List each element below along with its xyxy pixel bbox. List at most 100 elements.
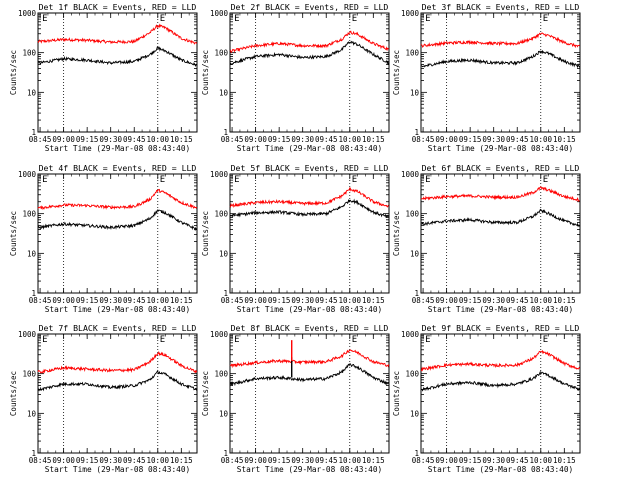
x-tick-label: 10:15 [362, 135, 385, 144]
series-line-events [229, 363, 390, 387]
y-tick-label: 1000 [18, 330, 37, 339]
x-tick-label: 09:45 [315, 456, 338, 465]
y-tick-label: 100 [405, 49, 419, 58]
x-tick-label: 10:00 [529, 135, 552, 144]
chart-panel-7: Det 7f BLACK = Events, RED = LLD 1 10 100 10… [9, 323, 198, 474]
y-tick-label: 100 [214, 49, 228, 58]
y-tick-label: 100 [405, 210, 419, 219]
plot-frame [37, 12, 198, 133]
panel-title: Det 7f BLACK = Events, RED = LLD [39, 323, 197, 333]
x-tick-label: 09:30 [482, 456, 505, 465]
x-tick-label: 10:15 [553, 135, 576, 144]
x-tick-label: 09:00 [244, 456, 267, 465]
x-tick-label: 10:00 [338, 296, 361, 305]
plot-frame [229, 173, 390, 294]
chart-panel-1: Det 1f BLACK = Events, RED = LLD 1 10 100 10… [9, 2, 198, 153]
x-tick-label: 09:15 [76, 296, 99, 305]
y-tick-label: 1000 [18, 170, 37, 179]
chart-panel-2: Det 2f BLACK = Events, RED = LLD 1 10 100 10… [201, 2, 390, 153]
series-line-lld [229, 349, 390, 369]
x-tick-label: 09:00 [435, 456, 458, 465]
plot-frame [229, 12, 390, 133]
x-tick-label: 09:00 [435, 135, 458, 144]
x-tick-label: 08:45 [221, 296, 244, 305]
panel-title: Det 8f BLACK = Events, RED = LLD [231, 323, 389, 333]
x-tick-label: 09:45 [315, 135, 338, 144]
x-tick-label: 09:30 [99, 296, 122, 305]
x-tick-label: 09:45 [506, 296, 529, 305]
y-axis-label: Counts/sec [9, 371, 18, 416]
panel-title: Det 9f BLACK = Events, RED = LLD [422, 323, 580, 333]
x-tick-label: 09:45 [506, 456, 529, 465]
panel-title: Det 4f BLACK = Events, RED = LLD [39, 163, 197, 173]
y-tick-label: 10 [27, 88, 37, 97]
event-marker-label: E [352, 175, 357, 185]
series-line-lld [229, 187, 389, 208]
x-tick-label: 09:00 [52, 456, 75, 465]
x-tick-label: 09:30 [291, 456, 314, 465]
event-marker-label: E [160, 335, 165, 345]
x-axis-label: Start Time (29-Mar-08 08:43:40) [237, 144, 383, 153]
event-marker-label: E [42, 175, 47, 185]
y-tick-label: 1 [414, 128, 419, 137]
event-marker-label: E [425, 175, 430, 185]
event-marker-label: E [234, 335, 239, 345]
event-marker-label: E [234, 14, 239, 24]
series-line-events [37, 209, 198, 232]
series-line-lld [229, 30, 390, 54]
x-axis-label: Start Time (29-Mar-08 08:43:40) [237, 465, 383, 474]
x-tick-label: 10:00 [338, 135, 361, 144]
plot-frame [229, 333, 390, 454]
y-tick-label: 1 [414, 289, 419, 298]
x-tick-label: 10:00 [338, 456, 361, 465]
x-tick-label: 08:45 [412, 456, 435, 465]
y-axis-label: Counts/sec [201, 371, 210, 416]
plot-frame [420, 12, 581, 133]
series-line-events [420, 50, 581, 69]
x-tick-label: 09:15 [459, 296, 482, 305]
series-line-events [37, 369, 198, 392]
x-tick-label: 09:45 [315, 296, 338, 305]
series-line-lld [420, 185, 580, 202]
x-tick-label: 09:15 [268, 456, 291, 465]
y-tick-label: 1 [223, 289, 228, 298]
x-tick-label: 09:15 [76, 456, 99, 465]
panel-title: Det 5f BLACK = Events, RED = LLD [231, 163, 389, 173]
event-marker-label: E [425, 335, 430, 345]
y-tick-label: 100 [405, 370, 419, 379]
y-tick-label: 10 [410, 249, 420, 258]
x-tick-label: 09:30 [99, 456, 122, 465]
plot-frame [37, 333, 198, 454]
x-tick-label: 08:45 [29, 296, 52, 305]
y-tick-label: 1000 [401, 9, 420, 18]
x-axis-label: Start Time (29-Mar-08 08:43:40) [45, 465, 191, 474]
y-tick-label: 1000 [401, 330, 420, 339]
panel-title: Det 1f BLACK = Events, RED = LLD [39, 2, 197, 12]
series-line-events [229, 40, 390, 66]
x-axis-label: Start Time (29-Mar-08 08:43:40) [428, 144, 574, 153]
y-tick-label: 1000 [210, 330, 229, 339]
x-tick-label: 09:30 [291, 135, 314, 144]
x-tick-label: 10:00 [529, 296, 552, 305]
chart-panel-6: Det 6f BLACK = Events, RED = LLD 1 10 100 10… [392, 163, 581, 314]
y-tick-label: 100 [22, 210, 36, 219]
x-axis-label: Start Time (29-Mar-08 08:43:40) [45, 305, 191, 314]
y-tick-label: 1 [414, 449, 419, 458]
y-tick-label: 10 [27, 249, 37, 258]
x-tick-label: 10:15 [170, 135, 193, 144]
x-tick-label: 10:15 [553, 296, 576, 305]
series-line-lld [420, 349, 581, 372]
series-line-lld [420, 32, 581, 49]
y-tick-label: 1 [31, 449, 36, 458]
panel-title: Det 3f BLACK = Events, RED = LLD [422, 2, 580, 12]
event-marker-label: E [543, 175, 548, 185]
y-tick-label: 10 [219, 409, 229, 418]
event-marker-label: E [352, 14, 357, 24]
y-tick-label: 10 [410, 409, 420, 418]
x-tick-label: 10:00 [146, 296, 169, 305]
y-tick-label: 100 [214, 210, 228, 219]
y-tick-label: 100 [22, 49, 36, 58]
x-tick-label: 09:15 [268, 296, 291, 305]
y-tick-label: 10 [219, 88, 229, 97]
